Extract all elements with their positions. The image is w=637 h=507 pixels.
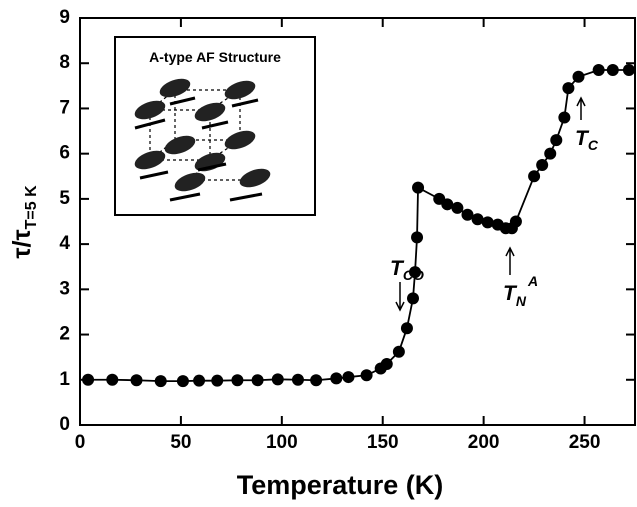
arrow — [576, 96, 586, 120]
x-tick-label: 200 — [468, 432, 500, 453]
data-point — [509, 215, 522, 228]
data-point — [407, 292, 419, 305]
data-point — [441, 198, 454, 211]
data-point — [528, 170, 541, 183]
x-tick-label: 50 — [170, 432, 191, 453]
spin-arrows — [134, 96, 263, 202]
y-tick-label: 9 — [59, 7, 70, 28]
data-point — [592, 64, 605, 77]
data-point — [481, 216, 494, 229]
x-tick-label: 100 — [266, 432, 298, 453]
data-point — [451, 201, 464, 214]
orbitals — [134, 78, 271, 192]
x-tick-label: 250 — [569, 432, 601, 453]
y-tick-label: 2 — [59, 324, 70, 345]
data-point — [572, 70, 585, 83]
data-point — [536, 158, 549, 171]
data-point — [544, 147, 557, 160]
data-point — [380, 357, 393, 370]
annotation-text: T — [390, 257, 405, 280]
annotation-sup: A — [527, 273, 538, 289]
data-point — [130, 374, 143, 387]
data-point — [622, 64, 635, 77]
annotation-sub: N — [516, 293, 527, 309]
y-label-main: τ/τ — [8, 229, 36, 258]
arrow — [505, 246, 515, 275]
y-axis-label: τ/τT=5 K — [8, 185, 40, 259]
x-axis-label: Temperature (K) — [237, 470, 444, 500]
y-label-sub: T=5 K — [23, 185, 40, 229]
y-tick-label: 8 — [59, 52, 70, 73]
arrow — [395, 282, 405, 312]
data-point — [176, 375, 189, 388]
y-tick-label: 5 — [59, 188, 70, 209]
inset-box — [114, 36, 316, 216]
data-point — [211, 374, 224, 387]
y-tick-label: 0 — [59, 414, 70, 435]
data-point — [82, 373, 95, 386]
data-point — [392, 345, 405, 358]
annotation: TNA — [503, 273, 538, 309]
annotation-text: T — [575, 127, 590, 150]
data-point — [193, 374, 206, 387]
data-point — [154, 375, 167, 388]
data-point — [400, 322, 413, 335]
data-point — [106, 373, 119, 386]
plot-frame — [79, 17, 636, 426]
x-tick-label: 150 — [367, 432, 399, 453]
annotation-text: T — [503, 282, 518, 305]
data-point — [310, 374, 323, 387]
data-point — [271, 373, 284, 386]
data-point — [409, 266, 422, 279]
y-tick-label: 4 — [59, 233, 70, 254]
data-point — [550, 134, 563, 147]
data-point — [562, 82, 575, 95]
y-tick-label: 3 — [59, 278, 70, 299]
data-point — [330, 372, 343, 385]
data-point — [411, 231, 424, 244]
y-tick-label: 1 — [59, 369, 70, 390]
inset-title: A-type AF Structure — [149, 49, 281, 65]
inset: A-type AF Structure — [114, 36, 316, 216]
annotation: TC — [575, 127, 599, 153]
annotation-sub: C — [588, 137, 599, 153]
data-point — [461, 208, 474, 221]
data-point — [471, 213, 484, 226]
data-point — [342, 371, 355, 384]
data-point — [360, 369, 373, 382]
data-point — [231, 374, 244, 387]
data-point — [558, 111, 571, 124]
data-point — [606, 64, 619, 77]
data-point — [412, 181, 425, 194]
x-tick-label: 0 — [75, 432, 86, 453]
y-tick-label: 6 — [59, 143, 70, 164]
y-tick-label: 7 — [59, 97, 70, 118]
data-point — [251, 374, 264, 387]
data-point — [291, 373, 304, 386]
